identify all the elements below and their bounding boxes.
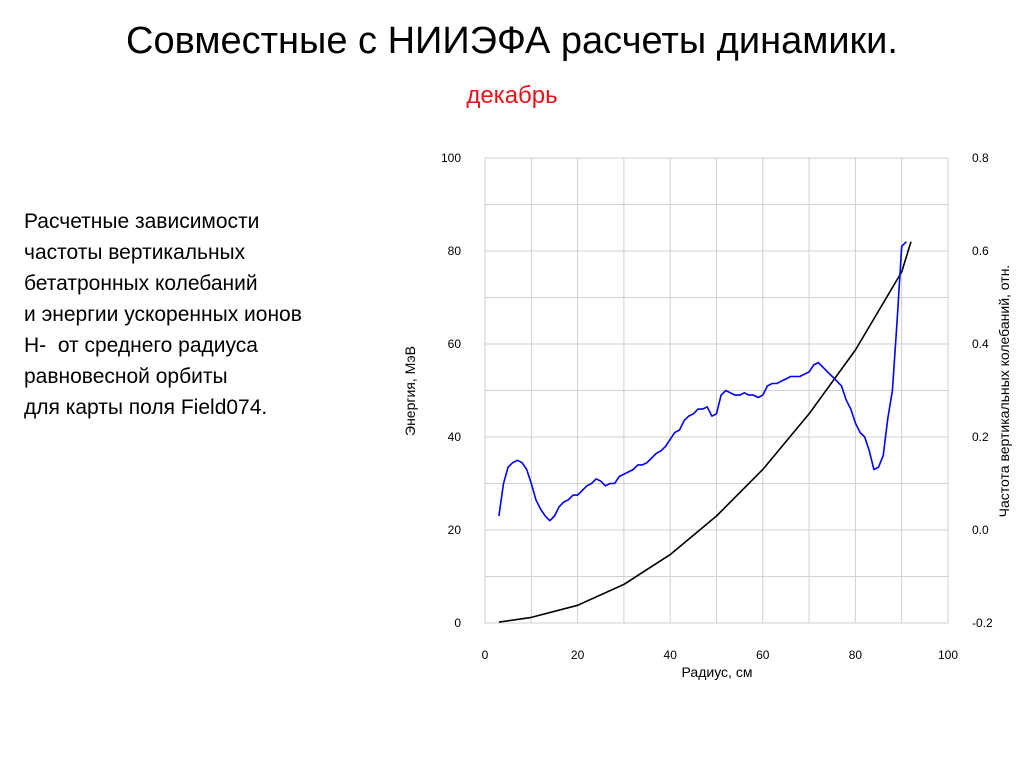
y-axis-title: Энергия, МэВ [402, 346, 418, 436]
description-line: для карты поля Field074. [24, 396, 268, 419]
x-tick-label: 40 [664, 648, 678, 662]
y2-tick-label: 0.4 [972, 337, 989, 351]
x-tick-label: 0 [482, 648, 489, 662]
x-axis-title: Радиус, см [682, 664, 753, 680]
y-tick-label: 40 [448, 430, 462, 444]
chart-series [498, 241, 912, 623]
y2-tick-label: 0.6 [972, 244, 989, 258]
chart-grid [484, 157, 949, 624]
y2-tick-label: 0.2 [972, 430, 989, 444]
description-line: и энергии ускоренных ионов [24, 303, 302, 326]
description-line: частоты вертикальных [24, 241, 246, 264]
description-line: H- от среднего радиуса [24, 334, 258, 357]
y-tick-label: 0 [454, 616, 461, 630]
description-text: Расчетные зависимости частоты вертикальн… [24, 206, 302, 423]
chart-ticks: 0 20 40 60 80 100 0 20 40 60 80 100 -0.2 0.0 0.2 0.4 0.6… [441, 151, 993, 662]
y-tick-label: 60 [448, 337, 462, 351]
y-tick-label: 100 [441, 151, 461, 165]
slide-subtitle: декабрь [466, 82, 558, 109]
x-tick-label: 60 [756, 648, 770, 662]
y2-axis-title: Частота вертикальных колебаний, отн. [996, 265, 1012, 518]
y2-tick-label: 0.8 [972, 151, 989, 165]
frequency-series-line [498, 241, 907, 522]
description-line: равновесной орбиты [24, 365, 228, 388]
energy-series-line [498, 241, 912, 623]
x-tick-label: 100 [938, 648, 958, 662]
slide-title: Совместные с НИИЭФА расчеты динамики. [126, 20, 898, 62]
y2-tick-label: -0.2 [972, 616, 993, 630]
y-tick-label: 80 [448, 244, 462, 258]
y2-tick-label: 0.0 [972, 523, 989, 537]
x-tick-label: 80 [849, 648, 863, 662]
description-line: Расчетные зависимости [24, 210, 260, 233]
x-tick-label: 20 [571, 648, 585, 662]
y-tick-label: 20 [448, 523, 462, 537]
description-line: бетатронных колебаний [24, 272, 258, 295]
